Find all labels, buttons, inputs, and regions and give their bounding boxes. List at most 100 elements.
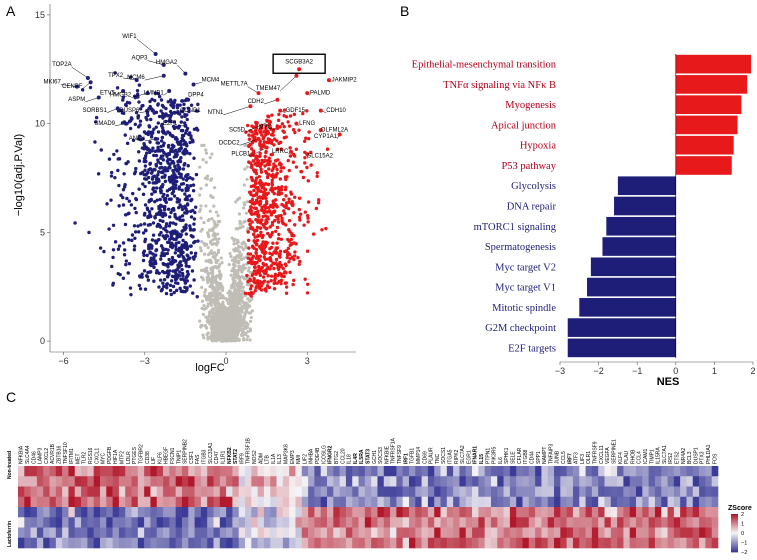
heatmap-cell — [131, 537, 139, 549]
heatmap-cell — [705, 507, 712, 518]
volcano-point-down — [148, 167, 153, 171]
heatmap-gene-label: TNFSF10 — [63, 442, 69, 464]
volcano-point-down — [153, 98, 157, 103]
heatmap-cell — [440, 466, 448, 477]
volcano-point-ns — [238, 268, 242, 272]
heatmap-cell — [617, 476, 624, 487]
volcano-point-up — [260, 133, 264, 137]
heatmap-cell — [642, 537, 649, 549]
heatmap-cell — [295, 476, 303, 487]
heatmap-cell — [396, 476, 403, 487]
volcano-point-up — [252, 188, 256, 193]
heatmap-cell — [572, 476, 580, 487]
heatmap-cell — [345, 537, 353, 549]
heatmap-cell — [232, 476, 240, 487]
volcano-point-down — [149, 198, 154, 202]
heatmap-cell — [345, 486, 353, 498]
volcano-point-down — [147, 124, 151, 128]
heatmap-cell — [81, 507, 88, 518]
volcano-point-ns — [220, 288, 225, 292]
volcano-point-down — [196, 239, 200, 243]
heatmap-cell — [232, 507, 240, 518]
heatmap-cell — [636, 507, 643, 518]
volcano-point-ns — [204, 160, 208, 164]
volcano-gene-label: LFNG — [299, 121, 315, 127]
volcano-point-down — [141, 258, 146, 263]
heatmap-cell — [87, 527, 94, 539]
volcano-point-up — [258, 151, 262, 156]
heatmap-cell — [377, 517, 385, 528]
heatmap-cell — [169, 527, 176, 539]
volcano-point-down — [153, 189, 158, 194]
volcano-point-down — [178, 158, 182, 162]
volcano-point-ns — [230, 323, 234, 328]
heatmap-cell — [711, 537, 719, 549]
heatmap-cell — [434, 527, 441, 539]
heatmap-gene-label: KLF4 — [618, 452, 624, 464]
heatmap-cell — [667, 486, 675, 498]
volcano-point-down — [174, 241, 178, 246]
heatmap-gene-label: IL1A — [271, 453, 277, 464]
volcano-point-ns — [234, 200, 238, 204]
heatmap-cell — [699, 476, 706, 487]
heatmap-gene-label: ADM — [258, 453, 264, 464]
volcano-point-down — [155, 180, 159, 185]
volcano-point-up — [305, 165, 309, 170]
heatmap-cell — [629, 507, 637, 518]
volcano-point-down — [132, 224, 137, 228]
volcano-point-down — [98, 246, 103, 250]
volcano-point-down — [161, 246, 165, 251]
heatmap-cell — [194, 537, 202, 549]
heatmap-cell — [585, 486, 593, 498]
heatmap-cell — [642, 466, 649, 477]
heatmap-cell — [333, 496, 340, 508]
volcano-point-down — [178, 260, 183, 264]
volcano-point-ns — [238, 324, 242, 328]
heatmap-cells — [18, 466, 719, 549]
volcano-point-ns — [238, 293, 242, 297]
volcano-point-down — [173, 137, 178, 141]
volcano-point-down — [171, 206, 176, 211]
volcano-point-down — [153, 199, 157, 204]
volcano-point-up — [278, 192, 282, 196]
heatmap-cell — [301, 517, 309, 528]
heatmap-cell — [554, 476, 561, 487]
volcano-point-up — [275, 281, 279, 285]
volcano-point-ns — [239, 306, 243, 310]
volcano-point-ns — [236, 309, 240, 314]
heatmap-cell — [497, 537, 504, 549]
volcano-point-ns — [229, 273, 233, 277]
volcano-point-ns — [244, 211, 248, 215]
heatmap-gene-label: STAT3 — [366, 449, 372, 464]
heatmap-cell — [535, 466, 542, 477]
heatmap-gene-label: LDLR — [126, 451, 132, 464]
volcano-point-down — [177, 240, 181, 245]
heatmap-gene-label: LAMP3 — [38, 447, 44, 464]
volcano-point-ns — [248, 304, 252, 308]
volcano-point-up — [294, 147, 299, 151]
volcano-point-up — [264, 196, 268, 201]
heatmap-cell — [408, 486, 416, 498]
heatmap-cell — [314, 517, 322, 528]
volcano-point-ns — [202, 143, 206, 147]
volcano-point-down — [180, 115, 184, 119]
volcano-point-down — [150, 244, 154, 248]
heatmap-cell — [327, 507, 334, 518]
volcano-point-ns — [198, 319, 202, 323]
volcano-point-down — [149, 259, 153, 263]
volcano-point-down — [159, 139, 164, 143]
heatmap-cell — [591, 507, 599, 518]
heatmap-cell — [200, 517, 208, 528]
heatmap-cell — [314, 476, 322, 487]
gsea-x-tick-label: −1 — [632, 366, 642, 376]
pathway-label: TNFα signaling via NFκ B — [443, 80, 556, 91]
volcano-point-up — [301, 175, 306, 180]
volcano-point-ns — [237, 212, 242, 216]
heatmap-cell — [43, 466, 50, 477]
volcano-point-down — [167, 165, 171, 170]
heatmap-cell — [99, 507, 107, 518]
volcano-point-ns — [217, 296, 221, 300]
heatmap-cell — [175, 496, 183, 508]
volcano-point-down — [164, 200, 168, 205]
heatmap-cell — [490, 517, 498, 528]
